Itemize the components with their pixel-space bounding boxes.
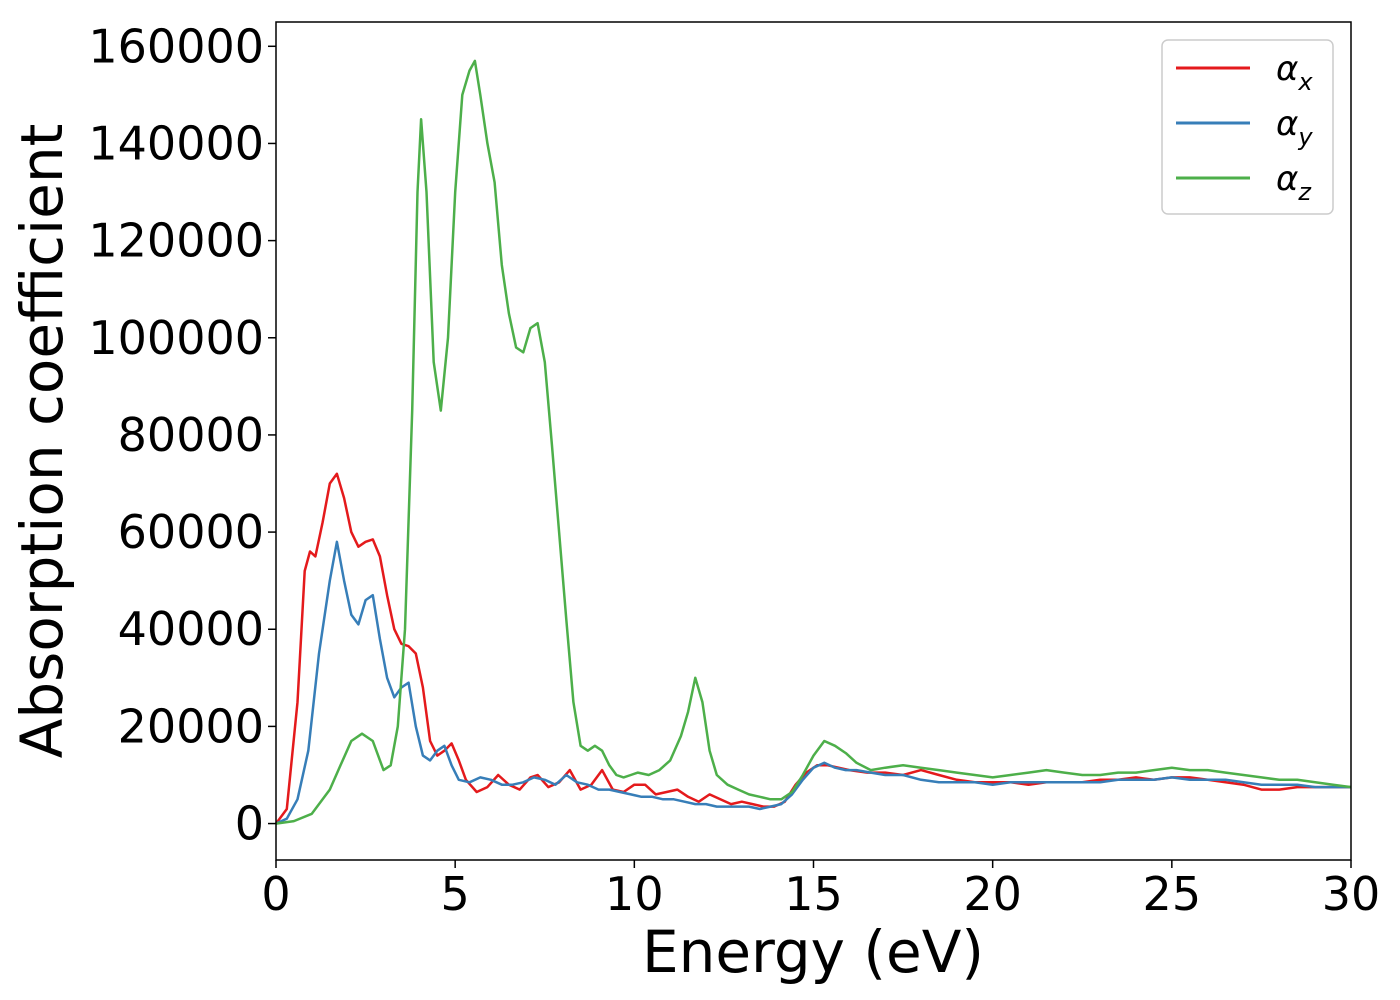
y-tick-label: 140000 (88, 116, 264, 170)
legend-label-y: αy (1276, 104, 1313, 151)
y-tick-label: 0 (235, 797, 264, 851)
y-tick-label: 40000 (118, 602, 264, 656)
y-axis: 0 20000 40000 60000 80000 100000 120000 140000 1… (88, 19, 276, 851)
y-tick-label: 120000 (88, 214, 264, 268)
y-tick-label: 160000 (88, 19, 264, 73)
legend-label-z: αz (1276, 159, 1312, 206)
y-tick-label: 80000 (118, 408, 264, 462)
y-tick-label: 100000 (88, 311, 264, 365)
x-tick-label: 30 (1322, 867, 1381, 921)
x-tick-label: 10 (605, 867, 664, 921)
y-axis-label: Absorption coefficient (8, 124, 76, 759)
legend-label-x: αx (1276, 49, 1313, 96)
x-tick-label: 25 (1143, 867, 1202, 921)
x-tick-label: 0 (261, 867, 290, 921)
legend: αx αy αz (1161, 39, 1334, 215)
x-tick-label: 5 (441, 867, 470, 921)
series-layer (274, 59, 1352, 825)
x-axis-label: Energy (eV) (642, 918, 984, 986)
series-line-z (275, 59, 1352, 825)
x-tick-label: 20 (963, 867, 1022, 921)
legend-box (1161, 39, 1334, 215)
series-line-y (275, 540, 1351, 825)
y-tick-label: 60000 (118, 505, 264, 559)
x-axis: 0 5 10 15 20 25 30 (261, 860, 1380, 921)
y-tick-label: 20000 (118, 699, 264, 753)
x-tick-label: 15 (784, 867, 843, 921)
